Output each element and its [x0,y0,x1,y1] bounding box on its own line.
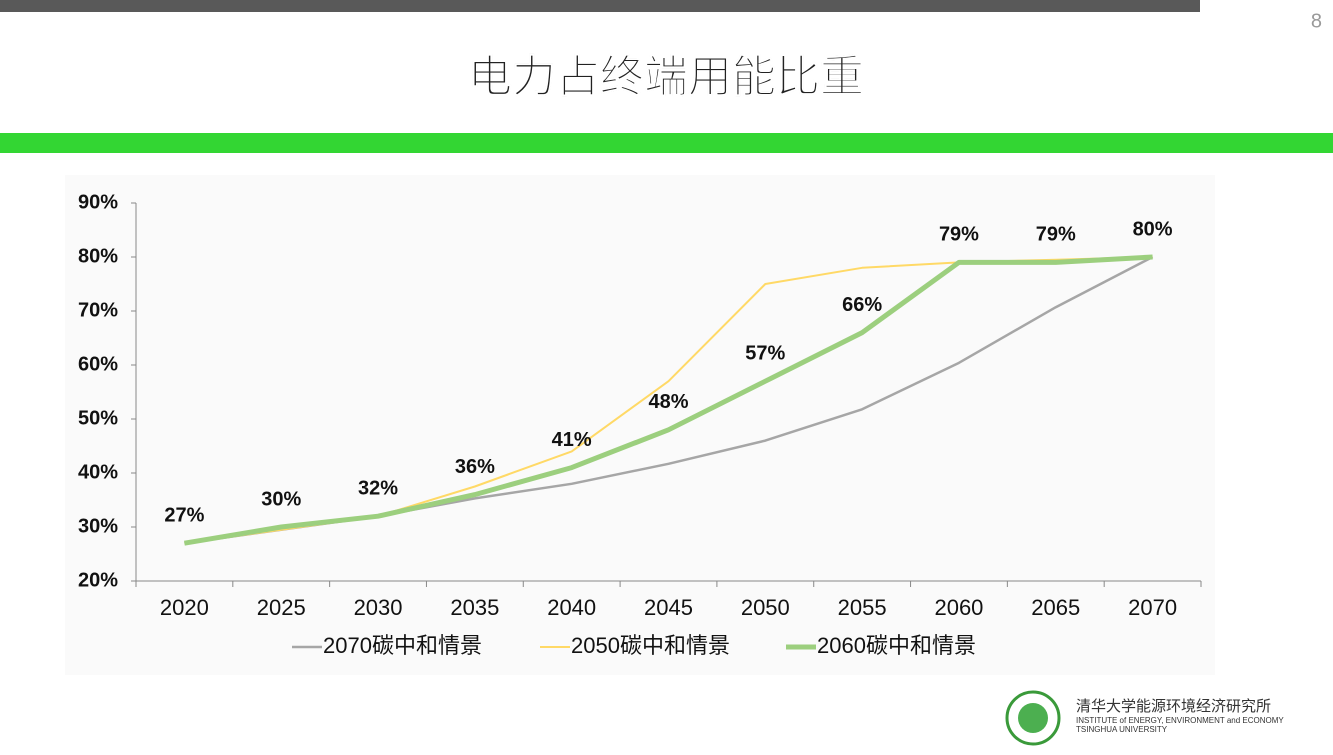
y-tick-label: 50% [78,407,118,429]
data-label: 79% [1036,224,1076,246]
y-tick-label: 60% [78,353,118,375]
y-tick-label: 30% [78,515,118,537]
logo-en: TSINGHUA UNIVERSITY [1076,725,1168,734]
data-label: 32% [358,477,398,499]
x-tick-label: 2050 [741,595,790,620]
x-tick-label: 2060 [934,595,983,620]
data-label: 36% [455,456,495,478]
y-tick-label: 70% [78,299,118,321]
green-band [0,133,1333,153]
legend-label: 2050碳中和情景 [571,633,730,658]
x-tick-label: 2045 [644,595,693,620]
y-tick-label: 90% [78,191,118,213]
page-number: 8 [1311,10,1322,32]
plot: 20% 30% 40% 50% 60% 70% 80% 90% 2020 2025 2030 2035… [78,191,1202,658]
logo-en: INSTITUTE of ENERGY, ENVIRONMENT and ECO… [1076,716,1284,725]
top-bar [0,0,1333,12]
y-tick-label: 40% [78,461,118,483]
top-bar-end [1200,0,1333,12]
y-tick-label: 80% [78,245,118,267]
x-tick-label: 2070 [1128,595,1177,620]
legend-label: 2070碳中和情景 [323,633,482,658]
logo-cn: 清华大学能源环境经济研究所 [1076,697,1271,715]
x-tick-label: 2035 [450,595,499,620]
series-line [183,254,1153,546]
chart-area [65,175,1215,675]
data-label: 48% [648,391,688,413]
data-label: 79% [939,224,979,246]
y-tick-label: 20% [78,569,118,591]
x-tick-label: 2025 [257,595,306,620]
data-label: 41% [552,429,592,451]
x-tick-label: 2065 [1031,595,1080,620]
data-label: 27% [164,504,204,526]
x-tick-label: 2055 [838,595,887,620]
top-bar-gap [0,12,376,16]
legend-label: 2060碳中和情景 [817,633,976,658]
slide-title: 电力占终端用能比重 [468,53,864,102]
data-label: 57% [745,342,785,364]
x-tick-label: 2030 [354,595,403,620]
data-label: 80% [1133,218,1173,240]
x-tick-label: 2040 [547,595,596,620]
data-label: 66% [842,294,882,316]
data-label: 30% [261,488,301,510]
logo-inner [1018,703,1048,733]
x-tick-label: 2020 [160,595,209,620]
